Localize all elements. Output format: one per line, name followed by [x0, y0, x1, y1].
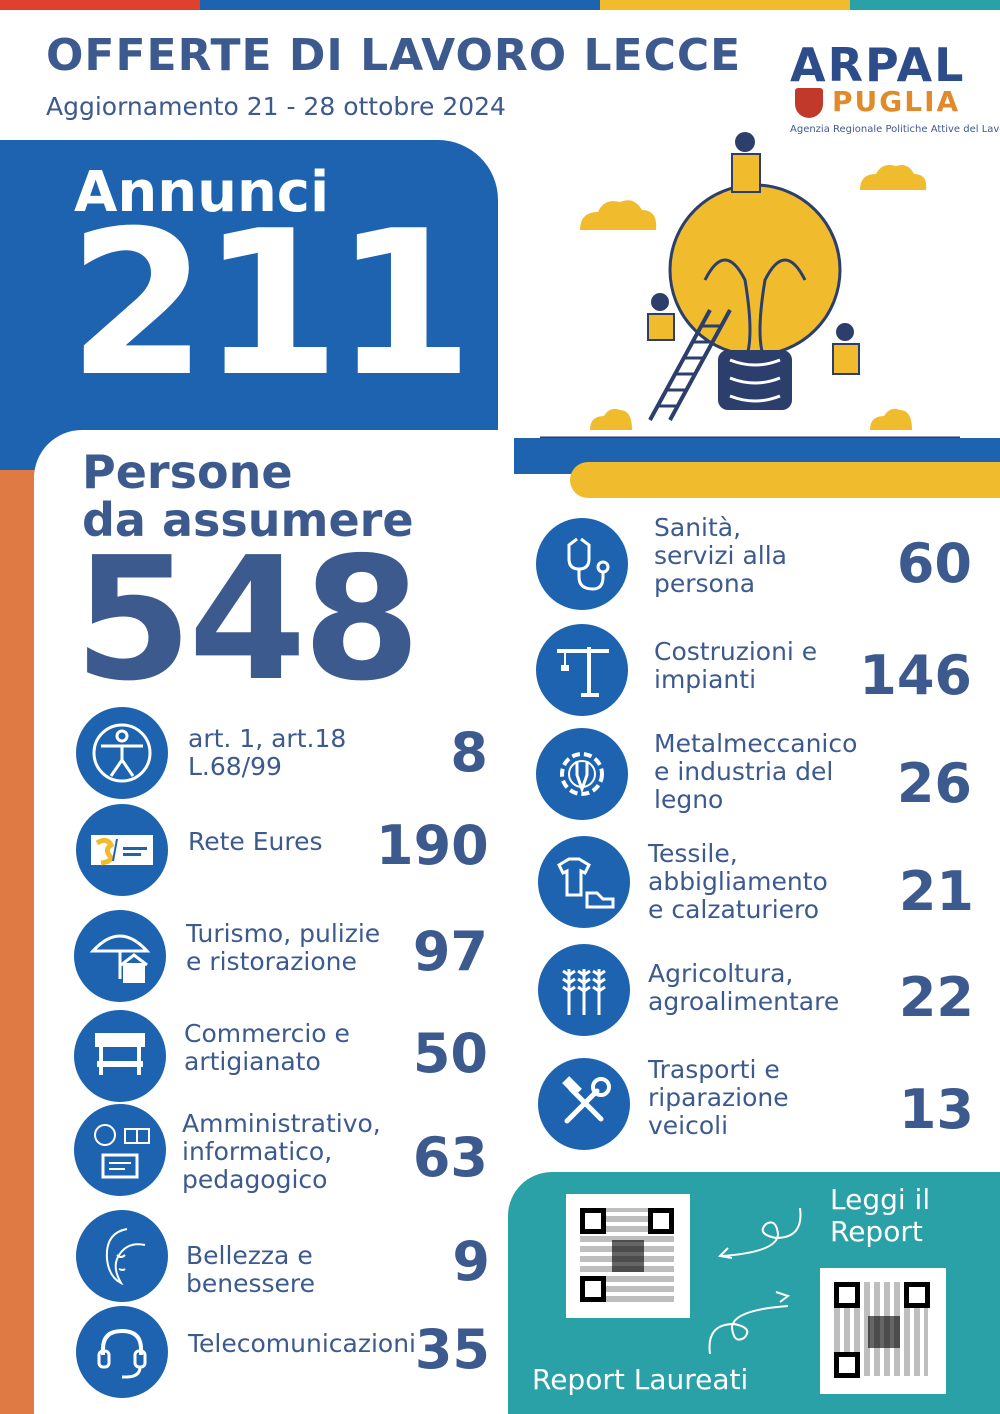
persone-label-line2: da assumere — [82, 493, 414, 547]
read-report-label: Leggi il Report — [830, 1184, 930, 1248]
category-label-line: servizi alla — [654, 541, 787, 570]
category-label-line: benessere — [186, 1269, 316, 1298]
eures-logo-icon — [76, 804, 168, 896]
top-bar-teal — [850, 0, 1000, 10]
shirt-shoe-icon — [538, 836, 630, 928]
read-report-line2: Report — [830, 1215, 923, 1248]
puglia-logo: PUGLIA — [832, 85, 961, 118]
category-label-line: Trasporti e — [648, 1055, 780, 1084]
category-label-line: legno — [654, 785, 724, 814]
stethoscope-icon — [536, 518, 628, 610]
annunci-value: 211 — [68, 188, 473, 421]
category-label-line: e calzaturiero — [648, 895, 820, 924]
qr-code-graduates-icon[interactable] — [820, 1268, 946, 1394]
category-value: 9 — [452, 1230, 490, 1293]
category-label-line: Sanità, — [654, 513, 742, 542]
category-value: 97 — [412, 920, 488, 983]
category-label-line: artigianato — [184, 1047, 321, 1076]
category-value: 146 — [859, 644, 972, 707]
arrow-left-icon — [717, 1207, 802, 1259]
category-label-line: pedagogico — [182, 1165, 328, 1194]
category-label-line: art. 1, art.18 — [188, 724, 347, 753]
category-label-line: Metalmeccanico — [654, 729, 858, 758]
category-label-line: Bellezza e — [186, 1241, 313, 1270]
category-label-line: agroalimentare — [648, 987, 840, 1016]
top-bar-yellow — [600, 0, 850, 10]
category-value: 21 — [898, 860, 974, 923]
persone-value: 548 — [74, 521, 421, 719]
category-label-line: Rete Eures — [188, 827, 323, 856]
lightbulb-illustration-icon — [540, 132, 960, 440]
category-label-line: impianti — [654, 665, 757, 694]
category-label-line: riparazione — [648, 1083, 789, 1112]
umbrella-house-icon — [74, 910, 166, 1002]
category-label-line: Agricoltura, — [648, 959, 794, 988]
top-bar-red — [0, 0, 200, 10]
category-value: 8 — [450, 721, 488, 784]
headset-icon — [76, 1306, 168, 1398]
crest-icon — [795, 88, 823, 118]
category-label-line: L.68/99 — [188, 752, 282, 781]
category-label-line: e industria del — [654, 757, 834, 786]
category-value: 190 — [376, 814, 489, 877]
category-value: 22 — [898, 966, 974, 1029]
wheat-icon — [538, 944, 630, 1036]
category-label-line: e ristorazione — [186, 947, 357, 976]
read-report-line1: Leggi il — [830, 1183, 931, 1216]
annunci-panel — [0, 140, 498, 470]
graduates-report-label: Report Laureati — [532, 1363, 749, 1396]
category-value: 60 — [896, 532, 972, 595]
category-label-line: veicoli — [648, 1111, 729, 1140]
category-label-line: Telecomunicazioni — [188, 1329, 416, 1358]
category-value: 63 — [412, 1126, 488, 1189]
category-label-line: Commercio e — [184, 1019, 350, 1048]
arrow-right-icon — [708, 1291, 791, 1355]
page-title: OFFERTE DI LAVORO LECCE — [46, 30, 742, 81]
persone-label-line1: Persone — [82, 445, 293, 499]
persone-label: Persone da assumere — [82, 448, 414, 544]
market-stall-icon — [74, 1010, 166, 1102]
annunci-label: Annunci — [74, 160, 330, 225]
logo-tagline: Agenzia Regionale Politiche Attive del L… — [790, 124, 1000, 135]
qr-code-report-icon[interactable] — [566, 1194, 690, 1318]
category-value: 13 — [898, 1078, 974, 1141]
arpal-logo: ARPAL — [790, 38, 966, 92]
category-label-line: abbigliamento — [648, 867, 828, 896]
category-label-line: informatico, — [182, 1137, 333, 1166]
category-label-line: Costruzioni e — [654, 637, 818, 666]
page-subtitle: Aggiornamento 21 - 28 ottobre 2024 — [46, 92, 506, 121]
top-bar-blue — [200, 0, 600, 10]
category-value: 50 — [412, 1022, 488, 1085]
category-label-line: Turismo, pulizie — [186, 919, 381, 948]
gear-wrench-icon — [536, 728, 628, 820]
category-value: 35 — [414, 1318, 490, 1381]
computer-book-icon — [74, 1104, 166, 1196]
category-value: 26 — [896, 752, 972, 815]
crane-icon — [536, 624, 628, 716]
category-label-line: Tessile, — [648, 839, 738, 868]
yellow-stripe — [570, 462, 1000, 498]
category-label-line: Amministrativo, — [182, 1109, 381, 1138]
woman-face-icon — [76, 1210, 168, 1302]
tools-icon — [538, 1058, 630, 1150]
accessibility-icon — [76, 707, 168, 799]
category-label-line: persona — [654, 569, 756, 598]
